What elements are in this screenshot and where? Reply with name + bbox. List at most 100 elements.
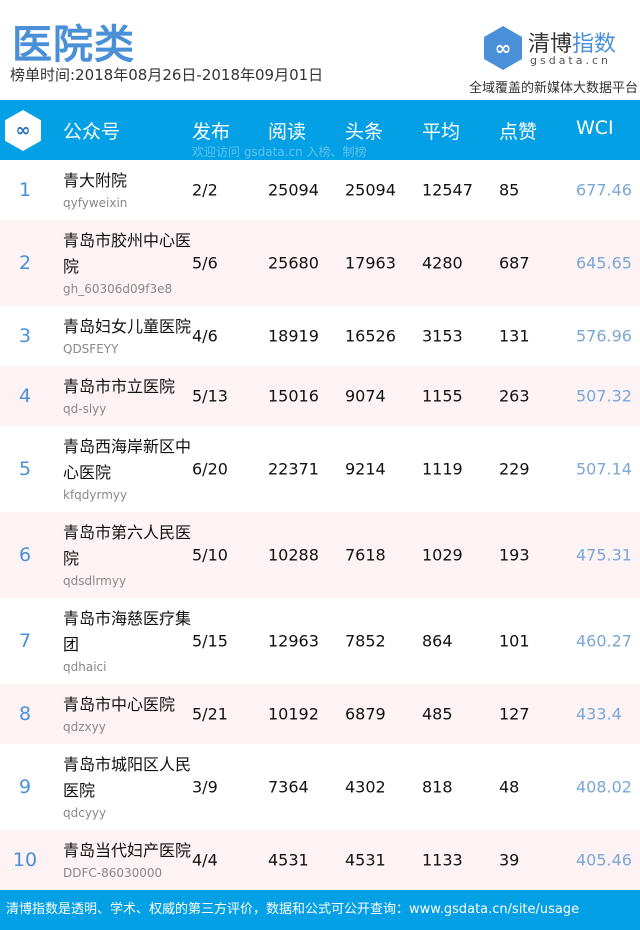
table-row[interactable]: 4 青岛市市立医院 qd-slyy 5/13 15016 9074 1155 263 507.…	[0, 366, 640, 426]
headline-value: 6879	[345, 704, 386, 724]
account-name: 青岛市市立医院	[63, 377, 176, 396]
brand-slogan: 全域覆盖的新媒体大数据平台	[468, 81, 638, 96]
headline-value: 17963	[345, 253, 396, 273]
avg-value: 864	[422, 631, 453, 651]
account-id: qdsdlrmyy	[63, 574, 127, 588]
avg-value: 4280	[422, 253, 463, 273]
headline-value: 9214	[345, 459, 386, 479]
publish-value: 6/20	[192, 459, 228, 479]
avg-value: 818	[422, 777, 453, 797]
account-cell[interactable]: 青岛西海岸新区中心医院 kfqdyrmyy	[63, 434, 193, 504]
ranking-period: 榜单时间:2018年08月26日-2018年09月01日	[10, 66, 324, 84]
wci-value: 475.31	[576, 545, 632, 565]
account-id: QDSFEYY	[63, 342, 119, 356]
rank: 9	[18, 776, 32, 798]
col-likes: 点赞	[499, 121, 538, 143]
publish-value: 4/6	[192, 326, 218, 346]
account-name: 青岛市海慈医疗集团	[63, 609, 192, 654]
headline-value: 25094	[345, 180, 396, 200]
account-id: qdhaici	[63, 660, 107, 674]
wci-value: 408.02	[576, 777, 632, 797]
page-title: 医院类	[12, 22, 135, 68]
account-cell[interactable]: 青岛市胶州中心医院 gh_60306d09f3e8	[63, 228, 193, 298]
rank: 6	[18, 544, 32, 566]
account-name: 青岛妇女儿童医院	[63, 317, 192, 336]
wci-value: 460.27	[576, 631, 632, 651]
account-cell[interactable]: 青岛市市立医院 qd-slyy	[63, 374, 193, 418]
read-value: 10288	[268, 545, 319, 565]
account-id: qdcyyy	[63, 806, 107, 820]
table-row[interactable]: 3 青岛妇女儿童医院 QDSFEYY 4/6 18919 16526 3153 131 576…	[0, 306, 640, 366]
account-id: DDFC-86030000	[63, 866, 163, 880]
likes-value: 48	[499, 777, 520, 797]
account-cell[interactable]: 青岛妇女儿童医院 QDSFEYY	[63, 314, 193, 358]
read-value: 25680	[268, 253, 319, 273]
read-value: 12963	[268, 631, 319, 651]
read-value: 18919	[268, 326, 319, 346]
infinity-icon: ∞	[484, 26, 522, 70]
table-row[interactable]: 9 青岛市城阳区人民医院 qdcyyy 3/9 7364 4302 818 48 408.02	[0, 744, 640, 830]
ranking-table: 1 青大附院 qyfyweixin 2/2 25094 25094 12547 85 677.…	[0, 160, 640, 890]
table-row[interactable]: 7 青岛市海慈医疗集团 qdhaici 5/15 12963 7852 864 101 460…	[0, 598, 640, 684]
likes-value: 39	[499, 850, 520, 870]
account-id: qd-slyy	[63, 402, 107, 416]
likes-value: 85	[499, 180, 520, 200]
avg-value: 1119	[422, 459, 463, 479]
account-cell[interactable]: 青大附院 qyfyweixin	[63, 168, 193, 212]
publish-value: 5/10	[192, 545, 228, 565]
avg-value: 1155	[422, 386, 463, 406]
account-id: kfqdyrmyy	[63, 488, 128, 502]
footer-note: 清博指数是透明、学术、权威的第三方评价，数据和公式可公开查询：www.gsdat…	[0, 890, 640, 930]
read-value: 10192	[268, 704, 319, 724]
table-row[interactable]: 1 青大附院 qyfyweixin 2/2 25094 25094 12547 85 677.…	[0, 160, 640, 220]
wci-value: 645.65	[576, 253, 632, 273]
account-name: 青岛市胶州中心医院	[63, 231, 192, 276]
infinity-icon: ∞	[5, 110, 41, 151]
brand-logo: ∞ 清博指数 gsdata.cn	[484, 26, 634, 70]
col-account: 公众号	[63, 121, 121, 143]
table-row[interactable]: 10 青岛当代妇产医院 DDFC-86030000 4/4 4531 4531 1133 3…	[0, 830, 640, 890]
account-name: 青岛市城阳区人民医院	[63, 755, 192, 800]
watermark: 欢迎访问 gsdata.cn 入榜、制榜	[192, 145, 367, 159]
account-cell[interactable]: 青岛市第六人民医院 qdsdlrmyy	[63, 520, 193, 590]
read-value: 15016	[268, 386, 319, 406]
col-headline: 头条	[345, 121, 384, 143]
account-name: 青岛市中心医院	[63, 695, 176, 714]
likes-value: 127	[499, 704, 530, 724]
account-name: 青岛市第六人民医院	[63, 523, 192, 568]
headline-value: 16526	[345, 326, 396, 346]
col-read: 阅读	[268, 121, 307, 143]
publish-value: 5/21	[192, 704, 228, 724]
col-avg: 平均	[422, 121, 461, 143]
read-value: 22371	[268, 459, 319, 479]
account-cell[interactable]: 青岛市城阳区人民医院 qdcyyy	[63, 752, 193, 822]
headline-value: 7618	[345, 545, 386, 565]
avg-value: 485	[422, 704, 453, 724]
table-row[interactable]: 8 青岛市中心医院 qdzxyy 5/21 10192 6879 485 127 433.4	[0, 684, 640, 744]
likes-value: 229	[499, 459, 530, 479]
wci-value: 405.46	[576, 850, 632, 870]
account-name: 青岛西海岸新区中心医院	[63, 437, 192, 482]
table-row[interactable]: 6 青岛市第六人民医院 qdsdlrmyy 5/10 10288 7618 1029 193…	[0, 512, 640, 598]
account-id: qdzxyy	[63, 720, 106, 734]
rank: 1	[18, 179, 32, 201]
wci-value: 677.46	[576, 180, 632, 200]
headline-value: 9074	[345, 386, 386, 406]
rank: 4	[18, 385, 32, 407]
wci-value: 507.32	[576, 386, 632, 406]
publish-value: 5/15	[192, 631, 228, 651]
publish-value: 4/4	[192, 850, 218, 870]
account-cell[interactable]: 青岛当代妇产医院 DDFC-86030000	[63, 838, 193, 882]
publish-value: 2/2	[192, 180, 218, 200]
table-row[interactable]: 5 青岛西海岸新区中心医院 kfqdyrmyy 6/20 22371 9214 1119 2…	[0, 426, 640, 512]
likes-value: 687	[499, 253, 530, 273]
table-row[interactable]: 2 青岛市胶州中心医院 gh_60306d09f3e8 5/6 25680 17963 4…	[0, 220, 640, 306]
read-value: 25094	[268, 180, 319, 200]
account-cell[interactable]: 青岛市海慈医疗集团 qdhaici	[63, 606, 193, 676]
read-value: 4531	[268, 850, 309, 870]
account-cell[interactable]: 青岛市中心医院 qdzxyy	[63, 692, 193, 736]
brand-name: 清博指数	[528, 26, 616, 58]
brand-name-a: 清博	[528, 32, 573, 57]
table-header: ∞ 公众号 发布 阅读 头条 平均 点赞 WCI 欢迎访问 gsdata.cn …	[0, 100, 640, 160]
likes-value: 131	[499, 326, 530, 346]
